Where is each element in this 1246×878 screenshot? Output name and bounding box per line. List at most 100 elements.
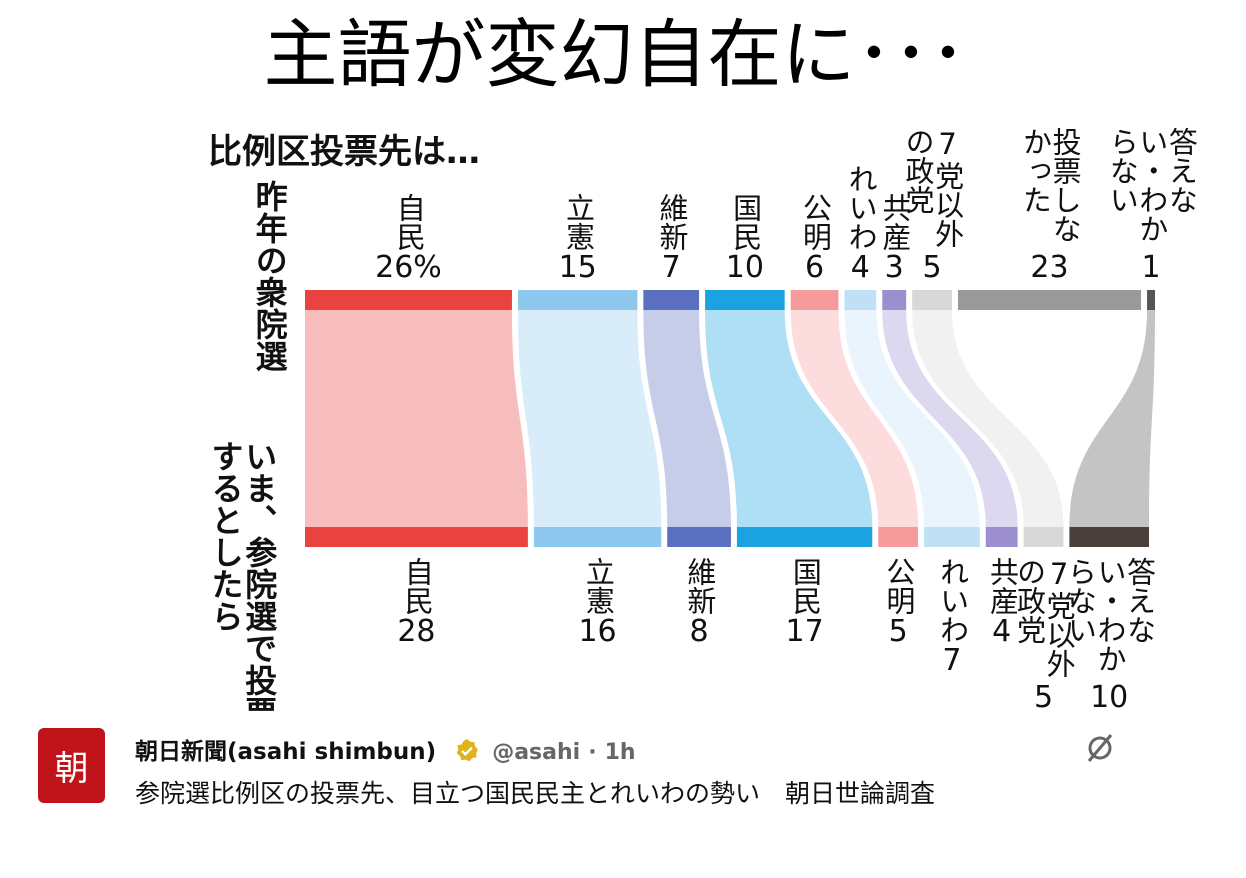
party-value: 6 [804,250,825,285]
party-name: 国民 [728,193,763,251]
segment-label: 答えない・わからない 10 [1063,557,1157,712]
chart-title: 比例区投票先は… [208,132,480,172]
party-value: 8 [689,614,709,649]
party-name: 投票しなかった [1018,127,1083,243]
verified-badge [456,739,479,762]
tweet: 朝 朝日新聞(asahi shimbun) @asahi · 1h 参院選比例区… [0,712,1246,878]
party-value: 5 [1033,680,1054,712]
bar-segment [305,527,528,547]
segment-label: 公明 6 [798,193,833,285]
party-name: 維新 [655,193,690,251]
bar-segment [1023,527,1064,547]
segment-label: 公明 5 [881,557,916,649]
segment-label: れいわ 7 [935,557,970,678]
party-value: 16 [578,614,617,649]
flow-band [643,310,731,527]
party-value: 1 [1141,250,1161,285]
party-value: 17 [785,614,824,649]
party-name: れいわ [844,164,879,251]
sankey [305,290,1155,547]
bar-segment [736,527,873,547]
party-value: 26% [375,250,442,285]
party-value: 10 [725,250,764,285]
bottom-row-label: いま、参院選で投票するとしたら [206,440,279,712]
avatar[interactable]: 朝 [38,728,105,803]
segment-label: 維新 8 [682,557,717,649]
bar-segment [667,527,731,547]
flow-band [305,310,528,527]
bar-segment [844,290,877,310]
bar-segment [705,290,785,310]
party-value: 4 [992,614,1012,649]
tweet-header: 朝日新聞(asahi shimbun) @asahi · 1h [135,732,636,766]
meme-title: 主語が変幻自在に･･･ [263,12,967,98]
bar-segment [790,290,839,310]
segment-label: 国民 17 [785,557,823,648]
chart-image: 主語が変幻自在に･･･ 比例区投票先は… 昨年の衆院選 いま、参院選で投票すると… [206,12,1199,712]
party-value: 3 [884,250,904,285]
bar-segment [912,290,952,310]
bar-segment [957,290,1142,310]
party-name: 自民 [392,193,427,251]
party-name: 自民 [400,557,435,615]
time[interactable]: 1h [604,740,636,765]
separator: · [588,740,597,765]
party-name: 共産 [985,557,1020,615]
party-value: 5 [922,250,942,285]
segment-label: 立憲 15 [559,193,597,284]
party-name: 立憲 [581,557,616,615]
party-name: 答えない・わからない [1105,127,1199,243]
bar-segment [985,527,1018,547]
segment-label: 7党以外の政党 5 [1012,557,1077,712]
segment-label: れいわ 4 [844,164,879,285]
party-value: 23 [1030,250,1069,285]
bar-segment [305,290,512,310]
party-value: 15 [558,250,597,285]
flow-band [912,310,1064,527]
party-value: 5 [888,614,908,649]
party-name: 公明 [881,557,916,615]
tweet-text: 参院選比例区の投票先、目立つ国民民主とれいわの勢い 朝日世論調査 [135,779,936,808]
party-name: 国民 [788,557,823,615]
bar-segment [882,290,907,310]
party-name: 共産 [878,193,913,251]
flow-band [882,310,1018,527]
party-name: れいわ [935,557,970,644]
segment-label: 国民 10 [726,193,764,284]
segment-label: 答えない・わからない 1 [1105,127,1199,285]
party-value: 4 [850,250,870,285]
segment-label: 共産 4 [985,557,1020,649]
bar-segment [878,527,919,547]
segment-label: 7党以外の政党 5 [901,127,965,285]
flow-band [517,310,662,527]
party-value: 7 [661,250,681,285]
segment-label: 維新 7 [655,193,690,285]
bar-segment [1069,527,1149,547]
party-value: 7 [942,643,962,678]
party-name: 公明 [798,193,833,251]
party-value: 10 [1090,680,1129,712]
flow-band [790,310,919,527]
segment-label: 自民 28 [397,557,435,648]
segment-label: 投票しなかった 23 [1018,127,1083,285]
flow-band [705,310,873,527]
segment-label: 自民 26% [375,193,442,284]
flows [305,310,1155,527]
segment-label: 共産 3 [878,193,913,285]
party-name: 7党以外の政党 [1012,557,1077,678]
bar-segment [1147,290,1155,310]
party-name: 答えない・わからない [1063,557,1157,673]
top-row-label: 昨年の衆院選 [250,180,289,372]
party-value: 28 [397,614,436,649]
party-name: 7党以外の政党 [901,127,965,248]
flow-band [844,310,980,527]
party-name: 維新 [682,557,717,615]
handle[interactable]: @asahi [492,740,581,765]
segment-label: 立憲 16 [578,557,616,648]
author-name[interactable]: 朝日新聞(asahi shimbun) [135,739,437,765]
grok-icon[interactable] [1083,732,1117,764]
bar-segment [643,290,700,310]
bar-segment [533,527,662,547]
flow-band [1069,310,1155,527]
